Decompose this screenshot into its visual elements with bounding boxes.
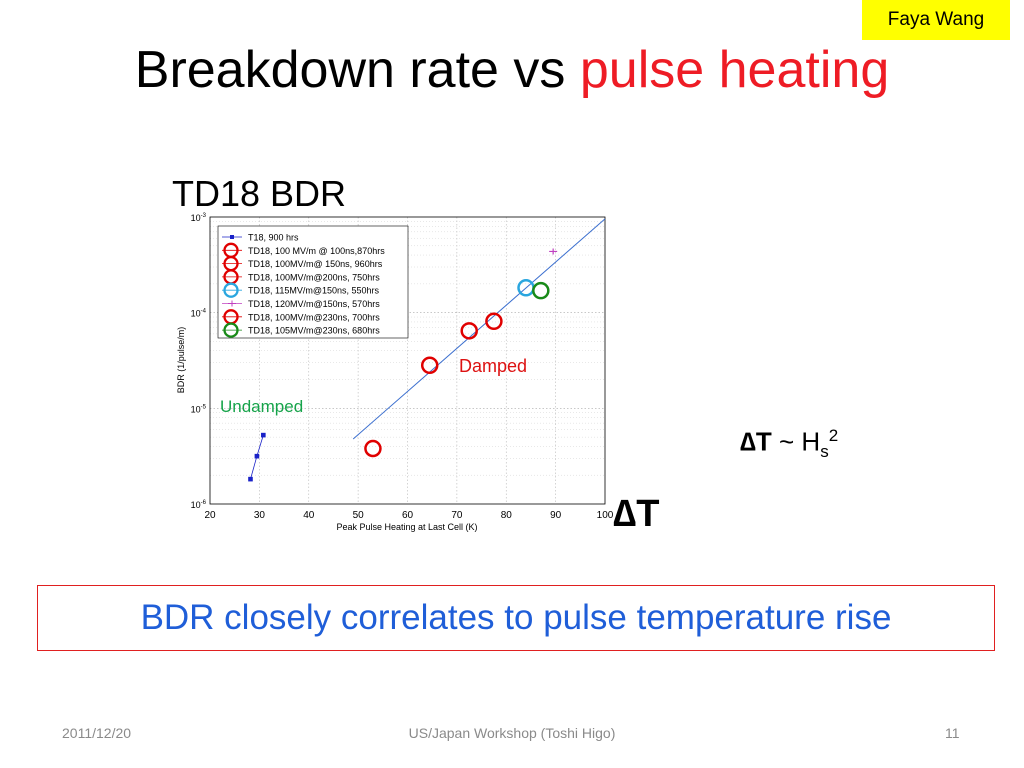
- conclusion-box: BDR closely correlates to pulse temperat…: [37, 585, 995, 651]
- y-tick-label: 10-5: [191, 404, 207, 414]
- legend-label: TD18, 100MV/m@200ns, 750hrs: [248, 272, 380, 282]
- data-point: [485, 312, 503, 331]
- legend-marker: [223, 282, 239, 298]
- equation-sup: 2: [828, 426, 839, 445]
- title-prefix: Breakdown rate vs: [134, 41, 580, 99]
- x-tick-label: 30: [254, 510, 266, 521]
- delta-t-label: ∆T: [613, 493, 660, 535]
- legend-marker: [228, 300, 236, 307]
- equation-sub: s: [820, 441, 829, 461]
- annotation-label: Damped: [459, 356, 527, 376]
- footer-date: 2011/12/20: [62, 725, 132, 741]
- equation-lhs: ∆T: [740, 426, 772, 457]
- author-tag: Faya Wang: [862, 0, 1010, 40]
- equation-op: ~ H: [771, 426, 821, 457]
- x-tick-label: 40: [303, 510, 315, 521]
- annotations: Undamped Damped: [220, 356, 527, 416]
- legend-marker: [223, 322, 239, 338]
- x-tick-label: 50: [353, 510, 365, 521]
- legend-label: TD18, 115MV/m@150ns, 550hrs: [248, 286, 380, 296]
- x-tick-label: 20: [204, 510, 216, 521]
- footer-center: US/Japan Workshop (Toshi Higo): [408, 725, 616, 741]
- y-tick-label: 10-4: [191, 309, 207, 319]
- x-tick-label: 60: [402, 510, 414, 521]
- data-point: [460, 322, 478, 340]
- legend-label: TD18, 105MV/m@230ns, 680hrs: [248, 326, 380, 336]
- chart-grid: [210, 217, 605, 504]
- data-point: [532, 281, 550, 300]
- fit-line-group: [352, 218, 606, 440]
- x-tick-label: 90: [550, 510, 562, 521]
- slide-title: Breakdown rate vs pulse heating: [0, 38, 1024, 102]
- legend-label: T18, 900 hrs: [248, 233, 299, 243]
- legend-marker: [230, 235, 234, 239]
- data-point: [248, 476, 253, 482]
- plot-frame: [209, 216, 606, 505]
- title-highlight: pulse heating: [579, 41, 890, 99]
- data-point: [420, 356, 439, 375]
- scaling-equation: ∆T ~ Hs2: [740, 418, 838, 470]
- chart-axes: 20 30 40 50 60 70 80 90 100 10-6 10-5 10-4 10-3: [191, 213, 614, 521]
- fit-line: [352, 218, 606, 440]
- y-axis-label: BDR (1/pulse/m): [176, 327, 186, 394]
- data-points: [248, 248, 558, 482]
- x-tick-label: 70: [451, 510, 463, 521]
- data-point: [364, 439, 382, 458]
- y-tick-label: 10-3: [191, 213, 207, 223]
- data-point: [549, 248, 558, 255]
- y-tick-label: 10-6: [191, 500, 207, 510]
- chart-heading: TD18 BDR: [172, 173, 347, 214]
- author-name: Faya Wang: [887, 9, 985, 30]
- x-axis-label: Peak Pulse Heating at Last Cell (K): [336, 522, 477, 532]
- legend-box: [217, 225, 409, 339]
- legend-label: TD18, 100 MV/m @ 100ns,870hrs: [248, 246, 385, 256]
- legend-label: TD18, 120MV/m@150ns, 570hrs: [248, 299, 380, 309]
- annotation-label: Undamped: [220, 397, 303, 416]
- x-tick-label: 100: [597, 510, 614, 521]
- data-point: [261, 432, 266, 438]
- x-tick-label: 80: [501, 510, 513, 521]
- data-point: [254, 453, 260, 459]
- conclusion-text: BDR closely correlates to pulse temperat…: [140, 598, 892, 637]
- footer-page: 11: [945, 725, 960, 741]
- legend: T18, 900 hrs TD18, 100 MV/m @ 100ns,870hr…: [217, 225, 409, 339]
- legend-label: TD18, 100MV/m@ 150ns, 960hrs: [248, 259, 383, 269]
- legend-label: TD18, 100MV/m@230ns, 700hrs: [248, 312, 380, 322]
